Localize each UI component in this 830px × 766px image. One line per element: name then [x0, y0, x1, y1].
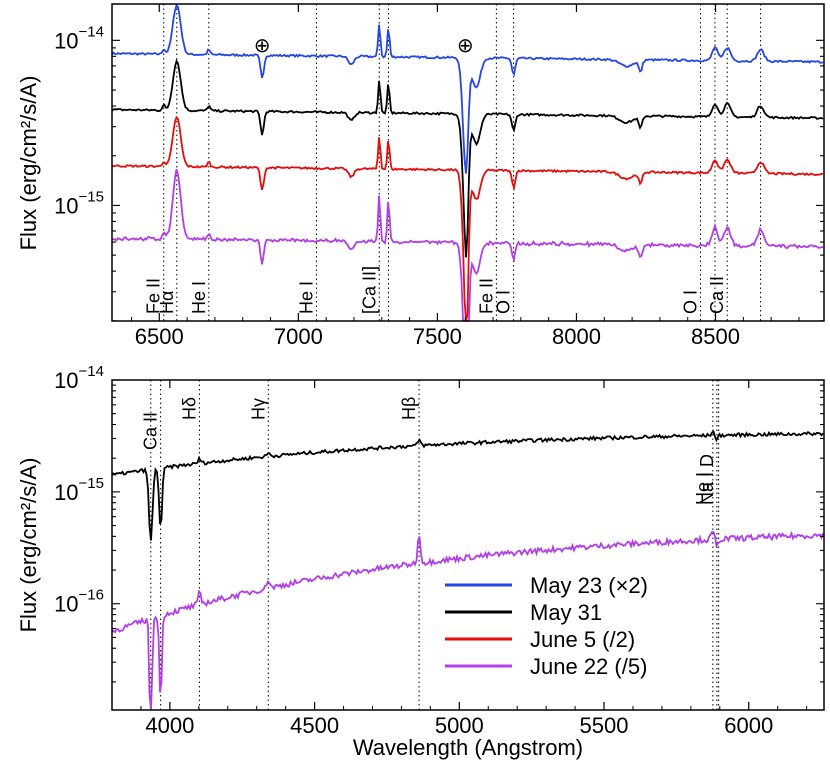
- legend-label-june-22-5: June 22 (/5): [530, 654, 647, 679]
- line-label-ca-ii: Ca II: [707, 276, 727, 314]
- bottom-axis-ticks: 4000 4500 5000 5500 6000 10−14 10−15 10−16: [54, 363, 824, 738]
- line-label-o-i: O I: [494, 290, 514, 314]
- x-tick-label: 8000: [552, 324, 601, 349]
- line-label-fe-ii: Fe II: [144, 278, 164, 314]
- line-label-he-i: He I: [693, 472, 713, 505]
- line-label-ca-ii: [Ca II]: [359, 266, 379, 314]
- x-tick-label: 7000: [274, 324, 323, 349]
- line-label-o-i: O I: [681, 290, 701, 314]
- y-tick-label: 10−16: [54, 587, 104, 617]
- y-tick-label: 10−15: [54, 475, 104, 505]
- bottom-line-labels: Ca II Hδ Hγ Hβ He INa I D: [141, 397, 717, 505]
- y-tick-label: 10−14: [54, 363, 104, 393]
- x-tick-label: 5000: [435, 713, 484, 738]
- series-may-31: [111, 430, 824, 541]
- bottom-y-axis-label: Flux (erg/cm²/s/A): [16, 458, 41, 633]
- top-y-axis-label: Flux (erg/cm²/s/A): [16, 76, 41, 251]
- series-june-22-5: [111, 530, 824, 711]
- x-tick-label: 5500: [580, 713, 629, 738]
- line-label-h: Hβ: [399, 397, 419, 420]
- legend-label-may-23-2: May 23 (×2): [530, 573, 648, 598]
- x-tick-label: 6000: [724, 713, 773, 738]
- telluric-mark: ⊕: [254, 33, 271, 57]
- line-label-ca-ii: Ca II: [141, 412, 161, 450]
- x-tick-label: 6500: [135, 324, 184, 349]
- legend-label-may-31: May 31: [530, 600, 602, 625]
- bottom-spectra: [111, 430, 824, 711]
- line-label-h: Hα: [157, 291, 177, 314]
- y-tick-label: 10−15: [54, 188, 104, 218]
- x-axis-label: Wavelength (Angstrom): [353, 735, 583, 760]
- top-plot-frame: [111, 3, 825, 322]
- x-tick-label: 7500: [413, 324, 462, 349]
- top-spectra: [111, 3, 824, 322]
- top-axis-ticks: 6500 7000 7500 8000 8500 10−14 10−15: [54, 4, 824, 349]
- series-may-23-2: [111, 3, 824, 174]
- line-label-h: Hγ: [248, 398, 268, 420]
- x-tick-label: 4500: [290, 713, 339, 738]
- line-label-he-i: He I: [296, 281, 316, 314]
- y-tick-label: 10−14: [54, 23, 104, 53]
- bottom-line-id-markers: [150, 380, 720, 710]
- x-tick-label: 8500: [691, 324, 740, 349]
- series-may-31: [111, 58, 824, 258]
- line-label-fe-ii: Fe II: [476, 278, 496, 314]
- x-tick-label: 4000: [145, 713, 194, 738]
- telluric-mark: ⊕: [457, 33, 474, 57]
- line-label-h: Hδ: [179, 397, 199, 420]
- telluric-markers: ⊕ ⊕: [254, 33, 474, 57]
- series-june-5-2: [111, 115, 824, 322]
- line-label-na-i-d: Na I D: [697, 454, 717, 505]
- line-label-he-i: He I: [189, 281, 209, 314]
- bottom-panel: 4000 4500 5000 5500 6000 10−14 10−15 10−16 Ca I…: [16, 363, 825, 760]
- legend-label-june-5-2: June 5 (/2): [530, 627, 635, 652]
- bottom-plot-frame: [111, 379, 825, 711]
